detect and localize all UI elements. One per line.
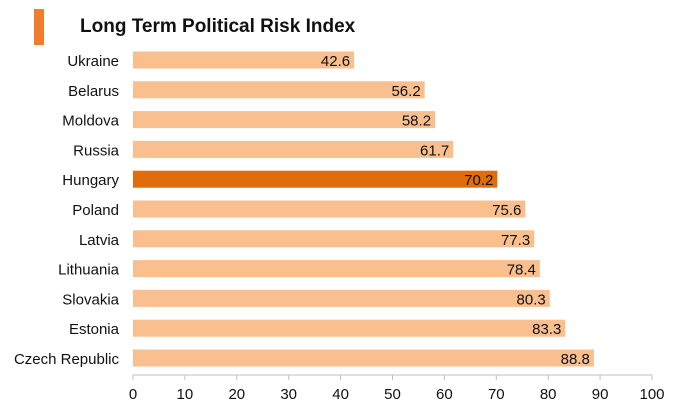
bar-belarus xyxy=(133,81,425,99)
x-tick-label: 10 xyxy=(177,386,194,403)
data-label-latvia: 77.3 xyxy=(501,232,530,249)
x-tick-label: 20 xyxy=(228,386,245,403)
bar-russia xyxy=(133,140,454,158)
data-label-czech-republic: 88.8 xyxy=(561,351,590,368)
category-label-lithuania: Lithuania xyxy=(58,262,120,279)
bar-poland xyxy=(133,200,526,218)
x-tick-label: 70 xyxy=(488,386,505,403)
data-label-estonia: 83.3 xyxy=(532,321,561,338)
x-tick-label: 0 xyxy=(129,386,137,403)
data-label-hungary: 70.2 xyxy=(464,172,493,189)
x-tick-label: 60 xyxy=(436,386,453,403)
category-label-belarus: Belarus xyxy=(68,83,119,100)
bar-slovakia xyxy=(133,289,550,307)
bar-hungary xyxy=(133,170,498,188)
x-tick-label: 90 xyxy=(592,386,609,403)
category-label-hungary: Hungary xyxy=(62,172,119,189)
category-label-moldova: Moldova xyxy=(62,113,119,130)
x-tick-label: 40 xyxy=(332,386,349,403)
x-tick-label: 30 xyxy=(280,386,297,403)
bar-estonia xyxy=(133,319,566,337)
category-label-ukraine: Ukraine xyxy=(67,53,119,70)
x-tick-label: 50 xyxy=(384,386,401,403)
category-label-latvia: Latvia xyxy=(79,232,120,249)
data-label-ukraine: 42.6 xyxy=(321,53,350,70)
bar-czech-republic xyxy=(133,349,594,367)
data-label-slovakia: 80.3 xyxy=(517,291,546,308)
chart-header: Long Term Political Risk Index xyxy=(34,9,355,45)
category-label-czech-republic: Czech Republic xyxy=(14,351,120,368)
bars-layer xyxy=(133,51,594,367)
category-labels: Ukraine Belarus Moldova Russia Hungary Poland… xyxy=(14,53,120,368)
data-label-poland: 75.6 xyxy=(492,202,521,219)
bar-lithuania xyxy=(133,260,540,278)
title-accent-bar xyxy=(34,9,44,45)
category-label-poland: Poland xyxy=(72,202,119,219)
bar-latvia xyxy=(133,230,535,248)
x-tick-label: 80 xyxy=(540,386,557,403)
bar-moldova xyxy=(133,111,436,129)
bar-ukraine xyxy=(133,51,355,69)
x-tick-label: 100 xyxy=(639,386,664,403)
category-label-russia: Russia xyxy=(73,142,120,159)
category-label-estonia: Estonia xyxy=(69,321,120,338)
data-label-moldova: 58.2 xyxy=(402,113,431,130)
category-label-slovakia: Slovakia xyxy=(62,291,119,308)
data-label-lithuania: 78.4 xyxy=(507,262,536,279)
x-axis: 0 10 20 30 40 50 60 70 80 90 100 xyxy=(129,374,665,403)
chart-title: Long Term Political Risk Index xyxy=(80,16,356,37)
data-label-russia: 61.7 xyxy=(420,142,449,159)
data-label-belarus: 56.2 xyxy=(391,83,420,100)
data-labels: 42.6 56.2 58.2 61.7 70.2 75.6 77.3 78.4 80.3 83.3… xyxy=(321,53,590,368)
